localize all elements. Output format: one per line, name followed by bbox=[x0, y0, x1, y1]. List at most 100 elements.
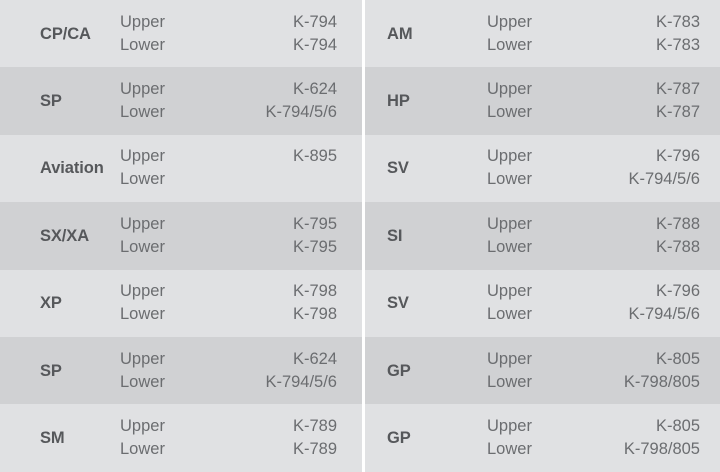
table-row: SV Upper Lower K-796 K-794/5/6 bbox=[365, 269, 720, 337]
lower-value: K-794/5/6 bbox=[628, 170, 700, 189]
upper-value: K-795 bbox=[292, 214, 337, 233]
values-cell: K-787 K-787 bbox=[567, 78, 720, 124]
level-labels-cell: Upper Lower bbox=[110, 11, 195, 57]
level-labels-cell: Upper Lower bbox=[110, 78, 195, 124]
table-row: SI Upper Lower K-788 K-788 bbox=[365, 202, 720, 270]
row-label: SM bbox=[40, 428, 65, 447]
lower-level-label: Lower bbox=[120, 35, 165, 54]
table-left-column: CP/CA Upper Lower K-794 K-794 SP Upper Lower K-6… bbox=[0, 0, 362, 472]
lower-level-label: Lower bbox=[120, 103, 165, 122]
values-cell: K-798 K-798 bbox=[195, 280, 362, 326]
row-label-cell: SM bbox=[0, 429, 110, 447]
level-labels-cell: Upper Lower bbox=[110, 348, 195, 394]
lower-value: K-787 bbox=[655, 103, 700, 122]
lower-level-label: Lower bbox=[487, 170, 532, 189]
row-label-cell: SV bbox=[365, 159, 477, 177]
upper-level-label: Upper bbox=[487, 12, 532, 31]
upper-level-label: Upper bbox=[120, 80, 165, 99]
table-row: CP/CA Upper Lower K-794 K-794 bbox=[0, 0, 362, 68]
lower-value: K-798 bbox=[292, 305, 337, 324]
upper-value: K-787 bbox=[655, 80, 700, 99]
upper-value: K-805 bbox=[655, 349, 700, 368]
values-cell: K-783 K-783 bbox=[567, 11, 720, 57]
values-cell: K-789 K-789 bbox=[195, 415, 362, 461]
lower-level-label: Lower bbox=[487, 237, 532, 256]
upper-value: K-789 bbox=[292, 417, 337, 436]
row-label: AM bbox=[387, 24, 413, 43]
row-label-cell: XP bbox=[0, 294, 110, 312]
upper-level-label: Upper bbox=[487, 349, 532, 368]
row-label-cell: GP bbox=[365, 362, 477, 380]
lower-level-label: Lower bbox=[120, 440, 165, 459]
table-row: GP Upper Lower K-805 K-798/805 bbox=[365, 404, 720, 472]
row-label: GP bbox=[387, 361, 411, 380]
table-row: HP Upper Lower K-787 K-787 bbox=[365, 67, 720, 135]
row-label: SP bbox=[40, 361, 62, 380]
row-label-cell: Aviation bbox=[0, 159, 110, 177]
level-labels-cell: Upper Lower bbox=[477, 415, 567, 461]
values-cell: K-624 K-794/5/6 bbox=[195, 348, 362, 394]
column-divider bbox=[362, 0, 365, 472]
upper-level-label: Upper bbox=[120, 417, 165, 436]
row-label: SI bbox=[387, 226, 403, 245]
table-row: Aviation Upper Lower K-895 bbox=[0, 134, 362, 203]
row-label: SV bbox=[387, 159, 409, 178]
values-cell: K-796 K-794/5/6 bbox=[567, 280, 720, 326]
lower-value: K-794/5/6 bbox=[265, 372, 337, 391]
table-right-column: AM Upper Lower K-783 K-783 HP Upper Lower K-787 K… bbox=[365, 0, 720, 472]
lower-level-label: Lower bbox=[120, 237, 165, 256]
upper-value: K-796 bbox=[655, 147, 700, 166]
upper-level-label: Upper bbox=[120, 214, 165, 233]
lower-level-label: Lower bbox=[120, 372, 165, 391]
row-label-cell: AM bbox=[365, 25, 477, 43]
upper-level-label: Upper bbox=[120, 147, 165, 166]
values-cell: K-895 bbox=[195, 145, 362, 191]
lower-level-label: Lower bbox=[487, 440, 532, 459]
lower-value: K-789 bbox=[292, 440, 337, 459]
upper-value: K-798 bbox=[292, 282, 337, 301]
row-label: SP bbox=[40, 92, 62, 111]
upper-value: K-788 bbox=[655, 214, 700, 233]
row-label-cell: SI bbox=[365, 227, 477, 245]
level-labels-cell: Upper Lower bbox=[477, 348, 567, 394]
upper-level-label: Upper bbox=[487, 417, 532, 436]
upper-value: K-805 bbox=[655, 417, 700, 436]
upper-value: K-783 bbox=[655, 12, 700, 31]
lower-value: K-788 bbox=[655, 237, 700, 256]
values-cell: K-796 K-794/5/6 bbox=[567, 145, 720, 191]
row-label-cell: CP/CA bbox=[0, 25, 110, 43]
upper-value: K-794 bbox=[292, 12, 337, 31]
row-label: Aviation bbox=[40, 159, 104, 178]
table-row: GP Upper Lower K-805 K-798/805 bbox=[365, 336, 720, 405]
table-row: AM Upper Lower K-783 K-783 bbox=[365, 0, 720, 68]
table-row: SM Upper Lower K-789 K-789 bbox=[0, 404, 362, 472]
values-cell: K-788 K-788 bbox=[567, 213, 720, 259]
lower-value: K-794/5/6 bbox=[265, 103, 337, 122]
upper-level-label: Upper bbox=[487, 147, 532, 166]
lower-value: K-798/805 bbox=[623, 372, 700, 391]
level-labels-cell: Upper Lower bbox=[477, 280, 567, 326]
level-labels-cell: Upper Lower bbox=[477, 11, 567, 57]
lower-level-label: Lower bbox=[487, 372, 532, 391]
level-labels-cell: Upper Lower bbox=[110, 415, 195, 461]
lower-level-label: Lower bbox=[120, 305, 165, 324]
table-row: SX/XA Upper Lower K-795 K-795 bbox=[0, 202, 362, 270]
upper-level-label: Upper bbox=[120, 349, 165, 368]
lower-value: K-794 bbox=[292, 35, 337, 54]
row-label: SV bbox=[387, 294, 409, 313]
lower-level-label: Lower bbox=[487, 103, 532, 122]
upper-value: K-624 bbox=[292, 349, 337, 368]
lower-value: K-795 bbox=[292, 237, 337, 256]
row-label-cell: SV bbox=[365, 294, 477, 312]
upper-level-label: Upper bbox=[487, 80, 532, 99]
table-row: SV Upper Lower K-796 K-794/5/6 bbox=[365, 134, 720, 203]
lower-value: K-783 bbox=[655, 35, 700, 54]
row-label: GP bbox=[387, 428, 411, 447]
values-cell: K-794 K-794 bbox=[195, 11, 362, 57]
lower-value: K-798/805 bbox=[623, 440, 700, 459]
row-label: XP bbox=[40, 294, 62, 313]
level-labels-cell: Upper Lower bbox=[477, 78, 567, 124]
values-cell: K-795 K-795 bbox=[195, 213, 362, 259]
values-cell: K-805 K-798/805 bbox=[567, 348, 720, 394]
